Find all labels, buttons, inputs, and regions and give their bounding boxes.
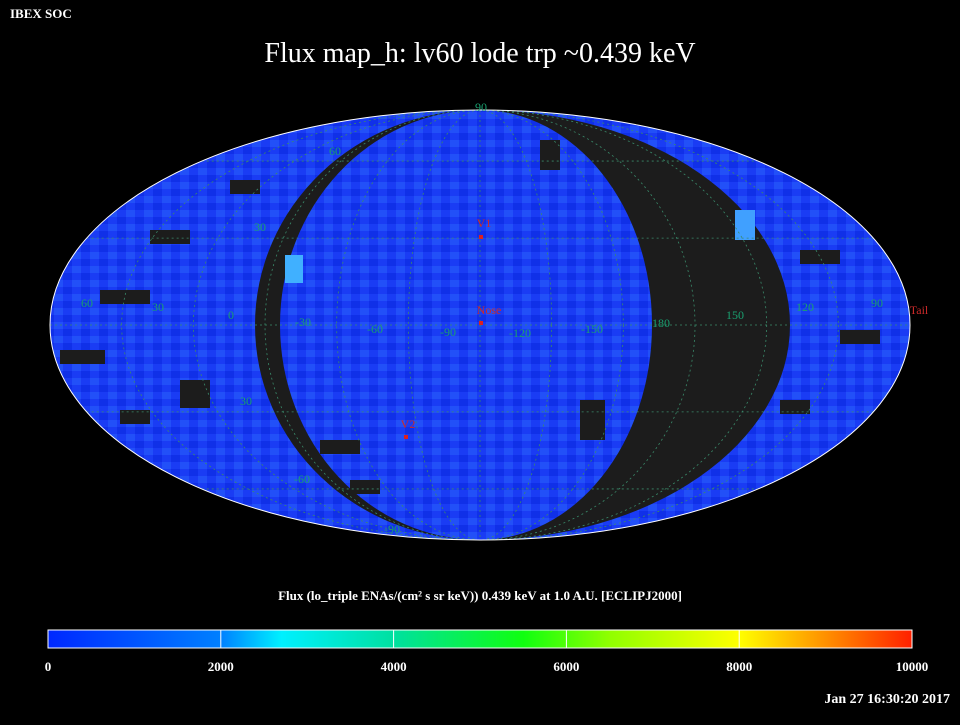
map-title: Flux map_h: lv60 lode trp ~0.439 keV	[264, 38, 695, 69]
colorbar-ticks: 0 2000 4000 6000 8000 10000	[45, 630, 929, 674]
map-outline	[49, 109, 911, 541]
longitude-label: 180	[652, 316, 670, 330]
latitude-label: -90	[384, 522, 400, 536]
marker-label: Tail	[910, 303, 929, 317]
grid-labels: 60 30 0 -30 -60 -90 -120 -150 180 150 120 90 90 60 30 3…	[81, 100, 929, 536]
colorbar-label: Flux (lo_triple ENAs/(cm² s sr keV)) 0.4…	[278, 588, 682, 603]
meridian	[121, 110, 839, 540]
longitude-label: -90	[440, 325, 456, 339]
source-label: IBEX SOC	[10, 6, 72, 21]
marker-label: V2	[401, 417, 416, 431]
colorbar	[47, 629, 913, 649]
longitude-label: -150	[581, 322, 603, 336]
latitude-label: 60	[329, 144, 341, 158]
marker-dot	[479, 321, 483, 325]
longitude-label: -60	[367, 322, 383, 336]
meridian	[336, 110, 624, 540]
colorbar-tick-label: 0	[45, 659, 52, 674]
marker-label: V1	[477, 216, 492, 230]
colorbar-tick-label: 6000	[553, 659, 579, 674]
latitude-label: -60	[294, 472, 310, 486]
longitude-label: -30	[295, 315, 311, 329]
longitude-label: 150	[726, 308, 744, 322]
latitude-label: 30	[254, 220, 266, 234]
longitude-label: 60	[81, 296, 93, 310]
timestamp: Jan 27 16:30:20 2017	[824, 692, 950, 707]
marker-dot	[479, 235, 483, 239]
no-data-band	[480, 110, 790, 540]
bright-patch	[735, 210, 755, 240]
colorbar-tick-label: 2000	[208, 659, 234, 674]
longitude-label: 90	[871, 296, 883, 310]
colorbar-tick-label: 8000	[726, 659, 752, 674]
colorbar-tick-label: 10000	[896, 659, 929, 674]
colorbar-tick-label: 4000	[381, 659, 407, 674]
marker-label: Nose	[477, 303, 502, 317]
no-data-patches	[60, 140, 880, 494]
bright-patch	[285, 255, 303, 283]
longitude-label: 30	[152, 300, 164, 314]
longitude-label: -120	[509, 326, 531, 340]
marker-dot	[404, 435, 408, 439]
longitude-label: 120	[796, 300, 814, 314]
longitude-label: 0	[228, 308, 234, 322]
latitude-label: 90	[475, 100, 487, 114]
latitude-label: 30	[240, 394, 252, 408]
